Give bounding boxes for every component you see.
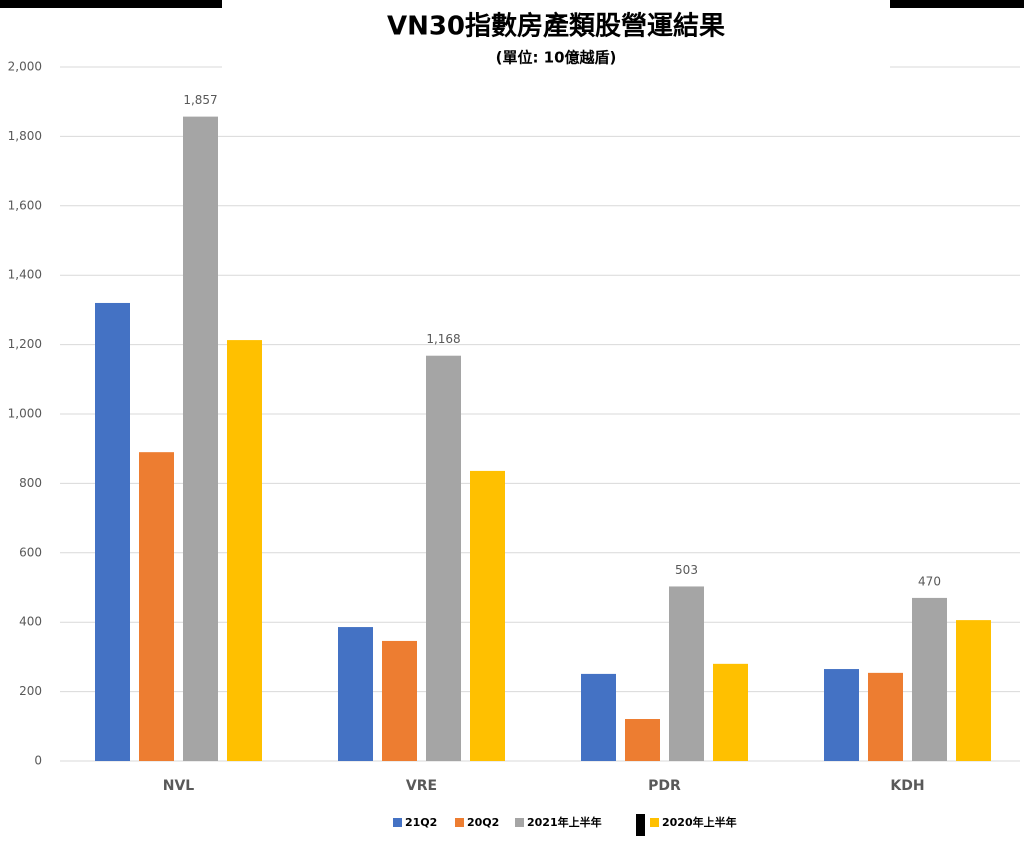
data-label: 1,857: [183, 93, 217, 107]
bar: [669, 586, 704, 761]
chart-subtitle: (單位: 10億越盾): [496, 49, 617, 67]
bar: [338, 627, 373, 761]
x-tick-label: NVL: [163, 778, 195, 794]
bar: [824, 669, 859, 761]
legend-label: 2021年上半年: [527, 815, 602, 829]
y-tick-label: 600: [19, 545, 42, 559]
legend-swatch: [650, 818, 659, 827]
decoration: [636, 814, 645, 836]
y-tick-label: 800: [19, 476, 42, 490]
legend-swatch: [455, 818, 464, 827]
bar: [912, 597, 947, 761]
legend-label: 2020年上半年: [662, 815, 737, 829]
bar: [868, 672, 903, 761]
legend-label: 21Q2: [405, 816, 437, 829]
y-tick-label: 0: [34, 754, 42, 768]
y-tick-label: 1,800: [8, 129, 42, 143]
y-tick-label: 1,200: [8, 337, 42, 351]
x-tick-label: VRE: [406, 778, 437, 794]
x-tick-label: PDR: [648, 778, 681, 794]
legend-swatch: [393, 818, 402, 827]
bar: [581, 673, 616, 761]
bar: [139, 452, 174, 761]
bar: [426, 355, 461, 761]
y-tick-label: 2,000: [8, 60, 42, 74]
y-tick-label: 1,400: [8, 268, 42, 282]
x-tick-label: KDH: [890, 778, 924, 794]
bar: [956, 620, 991, 761]
chart-title: VN30指數房產類股營運結果: [387, 11, 725, 42]
data-label: 503: [675, 563, 698, 577]
bar: [382, 640, 417, 761]
data-label: 470: [918, 574, 941, 588]
bar: [625, 719, 660, 761]
data-label: 1,168: [426, 332, 460, 346]
bar: [95, 302, 130, 761]
bar: [227, 340, 262, 761]
top-strip: [0, 0, 222, 8]
title-box: [222, 0, 890, 70]
y-tick-label: 400: [19, 615, 42, 629]
y-tick-label: 200: [19, 684, 42, 698]
legend-swatch: [515, 818, 524, 827]
bar: [713, 663, 748, 761]
y-tick-label: 1,000: [8, 407, 42, 421]
bar: [183, 116, 218, 762]
bar: [470, 470, 505, 761]
top-strip: [890, 0, 1024, 8]
legend-label: 20Q2: [467, 816, 499, 829]
y-tick-label: 1,600: [8, 198, 42, 212]
